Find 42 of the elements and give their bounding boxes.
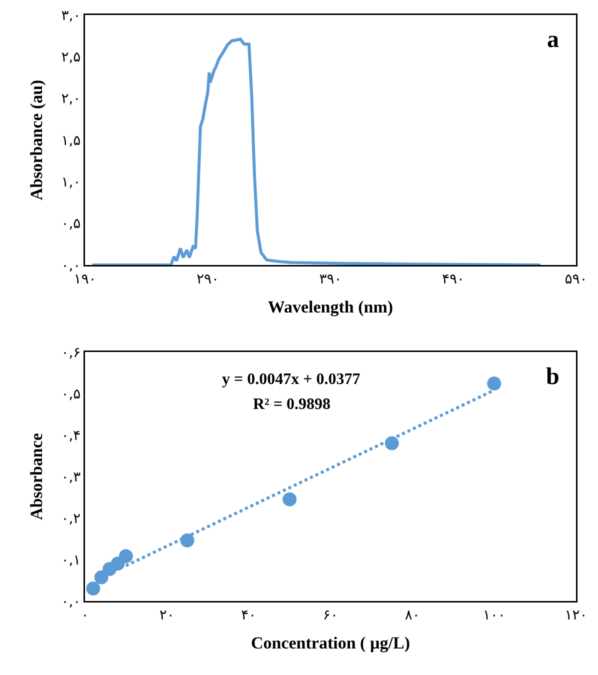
x-tick-label: ۱۹۰ xyxy=(74,271,96,288)
annotation: R² = 0.9898 xyxy=(253,396,330,413)
y-axis-title: Absorbance xyxy=(27,432,46,520)
y-tick-label: ۲,۵ xyxy=(61,50,81,66)
y-tick-label: ۰,۰ xyxy=(61,258,81,274)
x-tick-label: ۸۰ xyxy=(404,607,420,624)
x-tick-label: ۵۹۰ xyxy=(564,271,588,288)
annotation: y = 0.0047x + 0.0377 xyxy=(222,371,360,388)
point xyxy=(118,549,133,564)
x-tick-label: ۴۰ xyxy=(241,607,256,624)
point xyxy=(86,582,100,596)
x-tick-label: ۲۹۰ xyxy=(196,271,220,288)
x-tick-label: ۲۰ xyxy=(159,607,174,624)
y-tick-label: ۰,۳ xyxy=(61,469,82,486)
point xyxy=(94,570,108,584)
y-tick-label: ۱,۰ xyxy=(61,174,81,191)
y-tick-label: ۰,۲ xyxy=(61,510,81,527)
y-axis-title: Absorbance (au) xyxy=(27,80,46,200)
x-axis-title: Concentration ( µg/L) xyxy=(250,633,410,652)
x-tick-label: ۱۲۰ xyxy=(564,607,588,624)
y-tick-label: ۳,۰ xyxy=(61,8,81,24)
point xyxy=(180,533,194,548)
annotation: b xyxy=(546,364,560,390)
point xyxy=(282,492,297,506)
y-tick-label: ۲,۰ xyxy=(61,91,81,108)
x-tick-label: ۴۹۰ xyxy=(442,271,465,288)
y-tick-label: ۰,۱ xyxy=(61,552,81,568)
y-tick-label: ۰,۵ xyxy=(61,386,81,402)
y-tick-label: ۱,۵ xyxy=(61,132,81,149)
x-tick-label: ۱۰۰ xyxy=(482,607,506,624)
x-tick-label: ۶۰ xyxy=(322,607,338,624)
y-tick-label: ۰,۵ xyxy=(61,216,81,232)
y-tick-label: ۰,۰ xyxy=(61,594,81,610)
x-tick-label: ۰ xyxy=(81,607,89,624)
y-tick-label: ۰,۴ xyxy=(61,428,81,444)
point xyxy=(384,436,399,450)
x-tick-label: ۳۹۰ xyxy=(319,271,342,288)
line-series xyxy=(90,38,542,265)
annotation: a xyxy=(547,27,559,53)
y-tick-label: ۰,۶ xyxy=(61,344,81,361)
point xyxy=(487,376,502,391)
x-axis-title: Wavelength (nm) xyxy=(268,297,394,316)
